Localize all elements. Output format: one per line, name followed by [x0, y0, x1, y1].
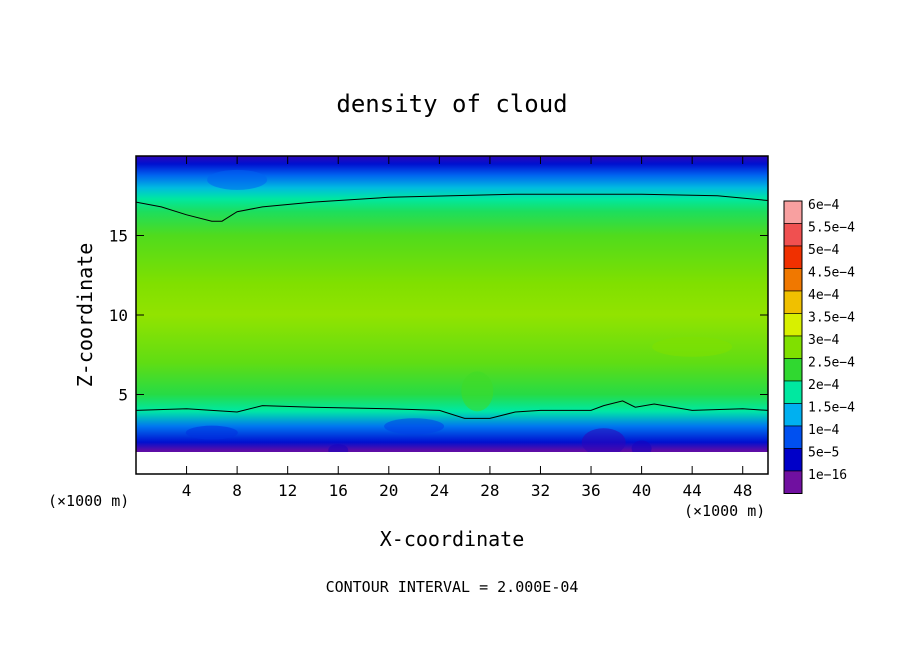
ground-band: [136, 452, 768, 474]
colorbar-label-2: 5e−4: [808, 243, 839, 258]
x-tick-label-7: 32: [531, 481, 550, 500]
colorbar-label-1: 5.5e−4: [808, 221, 855, 236]
colorbar-label-12: 1e−16: [808, 468, 847, 483]
x-tick-label-10: 44: [683, 481, 702, 500]
colorbar-swatch-0: [783, 200, 803, 224]
x-tick-label-5: 24: [430, 481, 449, 500]
y-axis-label: Z-coordinate: [73, 243, 97, 388]
chart-title: density of cloud: [336, 90, 567, 118]
colorbar-label-6: 3e−4: [808, 333, 839, 348]
turbulence-patch-3: [461, 371, 494, 412]
colorbar-swatch-11: [783, 448, 803, 472]
turbulence-patch-4: [207, 169, 268, 190]
colorbar-label-9: 1.5e−4: [808, 401, 855, 416]
density-field: [136, 156, 768, 474]
colorbar-swatch-3: [783, 268, 803, 292]
y-axis-ticks: 5 10 15: [109, 227, 768, 405]
turbulence-patch-6: [384, 418, 445, 435]
colorbar-label-5: 3.5e−4: [808, 311, 855, 326]
turbulence-patch-7: [185, 425, 238, 440]
colorbar-label-8: 2e−4: [808, 378, 839, 393]
colorbar-swatch-7: [783, 358, 803, 382]
contour-line-lower: [136, 400, 768, 419]
contour-interval-note: CONTOUR INTERVAL = 2.000E-04: [326, 578, 579, 596]
colorbar-swatch-12: [783, 470, 803, 494]
x-tick-label-0: 4: [182, 481, 192, 500]
colorbar-label-7: 2.5e−4: [808, 356, 855, 371]
colorbar-frame: [783, 200, 803, 494]
x-tick-label-11: 48: [733, 481, 752, 500]
colorbar-label-11: 5e−5: [808, 446, 839, 461]
x-tick-label-1: 8: [232, 481, 242, 500]
colorbar-swatch-2: [783, 245, 803, 269]
colorbar-swatch-10: [783, 425, 803, 449]
colorbar-swatch-8: [783, 380, 803, 404]
x-tick-label-9: 40: [632, 481, 651, 500]
colorbar-swatch-5: [783, 313, 803, 337]
colorbar-swatch-9: [783, 403, 803, 427]
x-tick-label-4: 20: [379, 481, 398, 500]
x-tick-label-8: 36: [581, 481, 600, 500]
x-unit-left: (×1000 m): [48, 492, 129, 510]
turbulence-patch-1: [581, 428, 626, 457]
colorbar-label-3: 4.5e−4: [808, 266, 855, 281]
y-tick-label-0: 5: [118, 386, 128, 405]
colorbar-label-4: 4e−4: [808, 288, 839, 303]
x-axis-ticks: 4 8 12 16 20 24 28 32 36 40 44 48: [182, 156, 752, 500]
contour-line-upper: [136, 193, 768, 222]
colorbar-label-10: 1e−4: [808, 423, 839, 438]
y-tick-label-1: 10: [109, 306, 128, 325]
colorbar-label-0: 6e−4: [808, 198, 839, 213]
x-unit-right: (×1000 m): [684, 502, 765, 520]
x-tick-label-2: 12: [278, 481, 297, 500]
colorbar-swatch-6: [783, 335, 803, 359]
x-tick-label-3: 16: [329, 481, 348, 500]
x-tick-label-6: 28: [480, 481, 499, 500]
turbulence-patches: [185, 169, 733, 457]
colorbar-swatch-1: [783, 223, 803, 247]
y-tick-label-2: 15: [109, 227, 128, 246]
colorbar: 6e−4 5.5e−4 5e−4 4.5e−4 4e−4 3.5e−4 3e−4 2.5e−4…: [783, 198, 855, 494]
x-axis-label: X-coordinate: [380, 527, 525, 551]
colorbar-swatch-4: [783, 290, 803, 314]
turbulence-patch-5: [652, 336, 733, 357]
plot-area: [136, 156, 768, 474]
